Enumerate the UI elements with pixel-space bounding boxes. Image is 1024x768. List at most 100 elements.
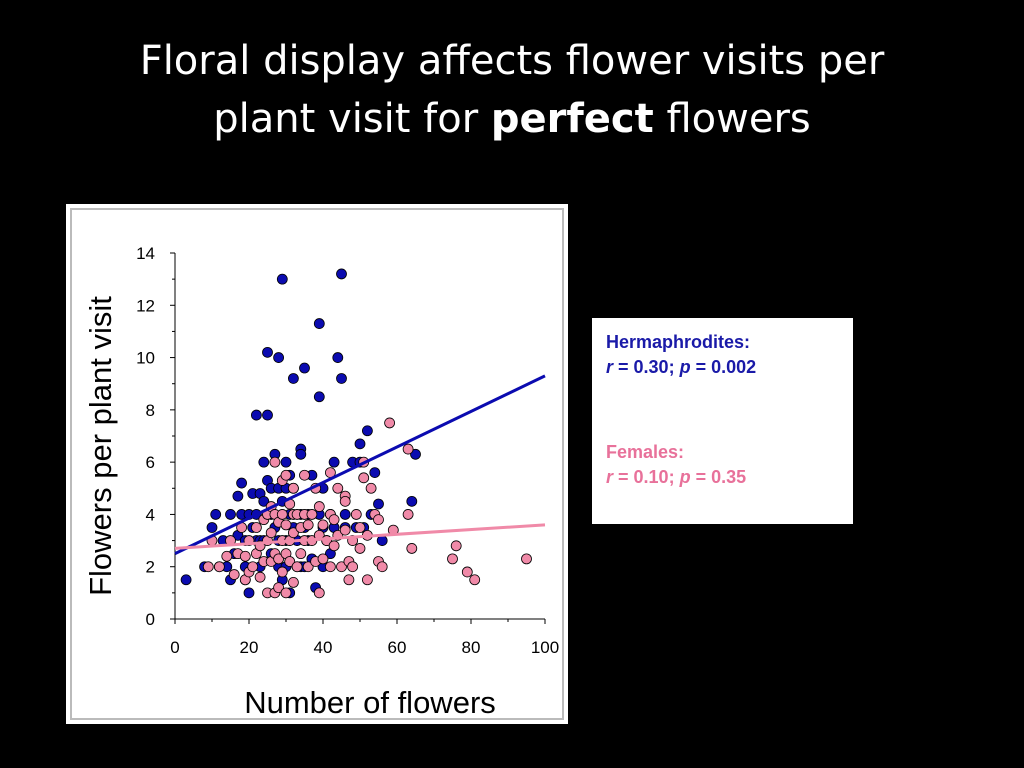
female-point xyxy=(313,587,325,599)
female-point xyxy=(276,509,288,520)
female-point xyxy=(447,553,458,565)
female-point xyxy=(343,574,355,586)
hermaphrodite-point xyxy=(376,535,388,546)
hermaphrodite-point xyxy=(361,425,373,437)
hermaphrodite-point xyxy=(258,456,270,468)
female-point xyxy=(361,574,373,586)
female-point xyxy=(295,548,307,560)
y-tick-label: 8 xyxy=(146,401,155,420)
females-p-value: = 0.35 xyxy=(690,467,747,487)
hermaphrodite-point xyxy=(262,409,273,421)
hermaphrodite-point xyxy=(225,509,236,520)
hermaphrodites-r-value: = 0.30; xyxy=(613,357,680,377)
x-tick-label: 40 xyxy=(314,638,333,657)
hermaphrodite-point xyxy=(313,391,325,403)
female-point xyxy=(450,540,462,552)
female-point xyxy=(406,543,418,554)
female-point xyxy=(287,482,299,494)
female-point xyxy=(347,561,359,573)
female-point xyxy=(254,571,266,583)
female-point xyxy=(354,543,366,554)
y-tick-label: 6 xyxy=(146,453,155,472)
hermaphrodite-point xyxy=(180,574,192,586)
female-point xyxy=(276,566,288,578)
x-tick-label: 80 xyxy=(462,638,481,657)
hermaphrodite-point xyxy=(206,522,218,533)
y-tick-label: 4 xyxy=(146,505,155,524)
female-point xyxy=(328,514,340,526)
hermaphrodites-r-symbol: r xyxy=(606,357,614,377)
female-point xyxy=(358,472,370,484)
title-bold-word: perfect xyxy=(490,96,654,142)
hermaphrodite-point xyxy=(406,495,418,507)
female-point xyxy=(250,522,262,533)
slide-title: Floral display affects flower visits per… xyxy=(0,32,1024,148)
female-point xyxy=(287,527,299,539)
female-point xyxy=(365,482,377,494)
stats-box: Hermaphrodites: r = 0.30; p = 0.002 Fema… xyxy=(592,318,853,524)
female-point xyxy=(280,469,292,481)
female-point xyxy=(384,417,396,429)
female-point xyxy=(287,576,299,588)
females-values: r = 0.10; p = 0.35 xyxy=(606,465,839,490)
female-point xyxy=(299,469,310,481)
hermaphrodite-point xyxy=(273,352,285,363)
female-point xyxy=(339,495,351,507)
female-point xyxy=(373,514,384,526)
hermaphrodite-point xyxy=(339,509,351,520)
hermaphrodite-point xyxy=(243,587,255,599)
hermaphrodite-point xyxy=(332,352,344,363)
female-point xyxy=(469,574,481,586)
female-point xyxy=(402,509,414,520)
hermaphrodite-point xyxy=(210,509,222,520)
hermaphrodites-label: Hermaphrodites: xyxy=(606,332,751,352)
female-point xyxy=(228,569,240,580)
female-point xyxy=(461,566,473,578)
female-point xyxy=(202,561,214,573)
hermaphrodite-trendline xyxy=(174,374,546,555)
hermaphrodite-point xyxy=(354,438,366,450)
title-prefix: plant visit for xyxy=(213,96,491,142)
female-point xyxy=(306,509,318,520)
x-axis-title: Number of flowers xyxy=(244,685,496,720)
x-tick-label: 100 xyxy=(531,638,559,657)
female-point xyxy=(273,553,285,565)
y-axis-title: Flowers per plant visit xyxy=(83,296,118,596)
title-line-1: Floral display affects flower visits per xyxy=(139,38,885,84)
hermaphrodite-point xyxy=(280,456,292,468)
female-point xyxy=(332,482,344,494)
title-line-2: plant visit for perfect flowers xyxy=(0,90,1024,148)
female-point xyxy=(317,553,329,565)
female-point xyxy=(324,561,336,573)
hermaphrodite-point xyxy=(232,490,244,502)
x-tick-label: 20 xyxy=(240,638,259,657)
female-point xyxy=(350,509,362,520)
female-point xyxy=(313,501,325,512)
y-tick-label: 10 xyxy=(136,349,155,368)
y-tick-label: 2 xyxy=(146,558,155,577)
females-r-value: = 0.10; xyxy=(613,467,680,487)
hermaphrodite-point xyxy=(328,456,340,468)
scatter-chart: 0 20 40 60 80 100 0 2 4 6 8 10 12 14 Number of flowers… xyxy=(83,244,559,720)
y-tick-label: 12 xyxy=(136,296,155,315)
female-point xyxy=(521,553,532,565)
females-label: Females: xyxy=(606,442,685,462)
female-point xyxy=(302,519,314,531)
females-stats: Females: r = 0.10; p = 0.35 xyxy=(606,440,839,490)
female-point xyxy=(317,519,329,531)
hermaphrodite-point xyxy=(336,373,347,384)
hermaphrodites-values: r = 0.30; p = 0.002 xyxy=(606,355,839,380)
female-point xyxy=(339,524,351,536)
female-point xyxy=(354,522,366,533)
female-point xyxy=(265,527,277,539)
chart-frame: 0 20 40 60 80 100 0 2 4 6 8 10 12 14 Number of flowers… xyxy=(66,204,568,724)
hermaphrodite-point xyxy=(295,448,307,460)
female-point xyxy=(280,519,292,531)
female-point xyxy=(284,556,296,567)
hermaphrodite-point xyxy=(313,318,325,329)
female-point xyxy=(291,561,303,573)
hermaphrodites-p-value: = 0.002 xyxy=(690,357,757,377)
female-point xyxy=(402,443,414,455)
y-tick-label: 0 xyxy=(146,610,155,629)
x-tick-label: 60 xyxy=(388,638,407,657)
